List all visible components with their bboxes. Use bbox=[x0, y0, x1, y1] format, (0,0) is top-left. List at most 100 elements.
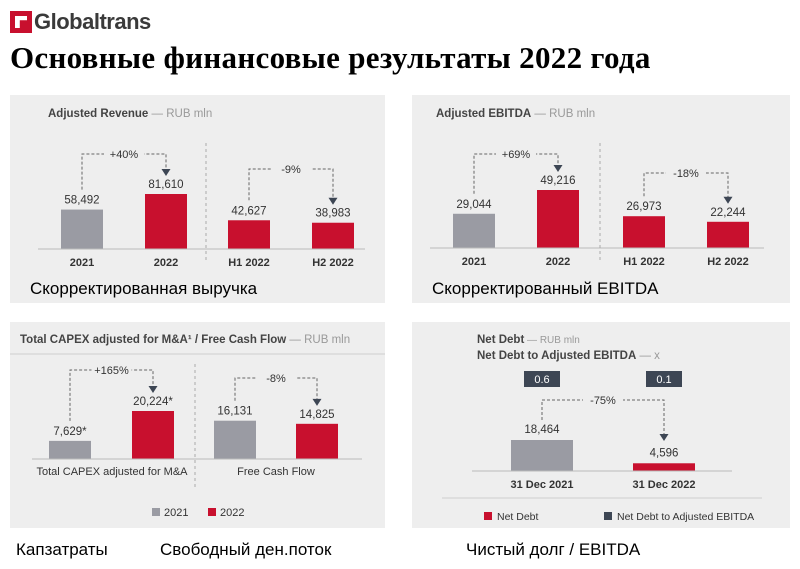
data-label: 22,244 bbox=[710, 207, 746, 219]
change-arrow-icon bbox=[723, 196, 733, 204]
chart-title: Total CAPEX adjusted for M&A¹ / Free Cas… bbox=[20, 334, 350, 346]
ratio-badge bbox=[524, 371, 560, 387]
data-label: 38,983 bbox=[315, 208, 350, 220]
change-arrow-icon bbox=[161, 169, 171, 176]
change-arrow-icon bbox=[148, 386, 158, 393]
bar bbox=[49, 440, 91, 459]
data-label: 26,973 bbox=[626, 201, 661, 213]
bar bbox=[61, 209, 103, 249]
chart-title: Net Debt — RUB mln bbox=[477, 334, 580, 346]
change-arrow-icon bbox=[328, 197, 338, 205]
tick-label: H1 2022 bbox=[623, 256, 665, 268]
change-label-bg bbox=[496, 146, 536, 162]
legend-label: Net Debt bbox=[497, 511, 539, 523]
ratio-value: 0.1 bbox=[656, 374, 671, 386]
tick-label: H2 2022 bbox=[707, 256, 749, 268]
chart-title: Adjusted Revenue — RUB mln bbox=[48, 108, 212, 120]
bar bbox=[623, 216, 665, 248]
tick-label: 2022 bbox=[546, 256, 570, 268]
chart-unit: — RUB mln bbox=[148, 108, 212, 120]
ebitda-panel: Adjusted EBITDA — RUB mln 29,044 2021 49,21… bbox=[412, 95, 790, 303]
change-label: +165% bbox=[94, 365, 129, 377]
data-label: 81,610 bbox=[148, 179, 183, 191]
change-label-bg bbox=[666, 165, 706, 181]
ebitda-caption: Скорректированный EBITDA bbox=[432, 279, 659, 298]
data-label: 58,492 bbox=[64, 195, 99, 207]
legend-swatch bbox=[152, 508, 160, 516]
globaltrans-logo: Globaltrans bbox=[10, 8, 151, 36]
legend-label: 2021 bbox=[164, 507, 188, 519]
change-arrow-icon bbox=[553, 165, 563, 172]
chart-title-text: Total CAPEX adjusted for M&A¹ / Free Cas… bbox=[20, 334, 286, 346]
tick-label: H1 2022 bbox=[228, 257, 270, 269]
ratio-value: 0.6 bbox=[534, 374, 549, 386]
bar bbox=[633, 463, 695, 471]
net-debt-caption: Чистый долг / EBITDA bbox=[466, 540, 641, 559]
change-label: -75% bbox=[590, 395, 616, 407]
data-label: 7,629* bbox=[53, 426, 87, 438]
change-label: -18% bbox=[673, 168, 699, 180]
bar bbox=[453, 213, 495, 248]
bar bbox=[707, 221, 749, 248]
legend-swatch bbox=[604, 512, 612, 520]
bar bbox=[132, 411, 174, 459]
data-label: 4,596 bbox=[650, 447, 679, 459]
chart-title-text: Adjusted Revenue bbox=[48, 108, 148, 120]
change-arrow-icon bbox=[659, 434, 669, 441]
net-debt-panel: Net Debt — RUB mln Net Debt to Adjusted E… bbox=[412, 322, 790, 528]
chart-unit: — RUB mln bbox=[524, 335, 580, 346]
data-label: 20,224* bbox=[133, 396, 173, 408]
tick-label: 2022 bbox=[154, 257, 178, 269]
chart-title-text: Adjusted EBITDA bbox=[436, 108, 531, 120]
bar bbox=[296, 423, 338, 459]
change-label: -9% bbox=[281, 164, 301, 176]
group-label: Free Cash Flow bbox=[237, 466, 315, 478]
revenue-caption: Скорректированная выручка bbox=[30, 279, 258, 298]
change-line bbox=[248, 168, 334, 201]
change-line bbox=[234, 377, 318, 401]
tick-label: H2 2022 bbox=[312, 257, 354, 269]
capex-caption: Капзатраты bbox=[16, 540, 108, 559]
data-label: 42,627 bbox=[231, 205, 266, 217]
chart-subtitle-text: Net Debt to Adjusted EBITDA bbox=[477, 350, 636, 362]
capex-chart: Total CAPEX adjusted for M&A¹ / Free Cas… bbox=[10, 334, 385, 519]
bar bbox=[511, 440, 573, 471]
change-label-bg bbox=[583, 392, 623, 408]
capex-panel: Total CAPEX adjusted for M&A¹ / Free Cas… bbox=[10, 322, 385, 528]
data-label: 18,464 bbox=[524, 424, 560, 436]
chart-title: Adjusted EBITDA — RUB mln bbox=[436, 108, 595, 120]
data-label: 29,044 bbox=[456, 199, 492, 211]
change-arrow-icon bbox=[312, 398, 322, 406]
data-label: 49,216 bbox=[540, 175, 575, 187]
change-label-bg bbox=[104, 146, 144, 162]
legend-label: 2022 bbox=[220, 507, 244, 519]
logo-mark-icon bbox=[10, 11, 32, 33]
legend-label: Net Debt to Adjusted EBITDA bbox=[617, 511, 754, 523]
bar bbox=[145, 194, 187, 249]
tick-label: 31 Dec 2022 bbox=[633, 479, 696, 491]
chart-subtitle: Net Debt to Adjusted EBITDA — x bbox=[477, 350, 660, 362]
chart-title-text: Net Debt bbox=[477, 334, 524, 346]
chart-unit: — RUB mln bbox=[286, 334, 350, 346]
revenue-chart: Adjusted Revenue — RUB mln 58,492 2021 81,6… bbox=[38, 108, 365, 269]
data-label: 16,131 bbox=[217, 406, 252, 418]
ebitda-chart: Adjusted EBITDA — RUB mln 29,044 2021 49,21… bbox=[430, 108, 764, 268]
net-debt-chart: Net Debt — RUB mln Net Debt to Adjusted E… bbox=[442, 334, 762, 523]
change-label-bg bbox=[271, 161, 311, 177]
change-label-bg bbox=[91, 362, 132, 378]
legend-swatch bbox=[208, 508, 216, 516]
logo-text: Globaltrans bbox=[34, 9, 151, 34]
bar bbox=[228, 220, 270, 249]
bar bbox=[537, 190, 579, 248]
page-title: Основные финансовые результаты 2022 года bbox=[10, 40, 651, 75]
chart-unit: — RUB mln bbox=[531, 108, 595, 120]
change-label: +40% bbox=[110, 149, 139, 161]
group-label: Total CAPEX adjusted for M&A bbox=[36, 466, 188, 478]
tick-label: 31 Dec 2021 bbox=[511, 479, 574, 491]
change-label: -8% bbox=[266, 373, 286, 385]
chart-subtitle-unit: — x bbox=[636, 350, 660, 362]
change-label-bg bbox=[256, 370, 296, 386]
bar bbox=[312, 222, 354, 249]
revenue-panel: Adjusted Revenue — RUB mln 58,492 2021 81,6… bbox=[10, 95, 385, 303]
tick-label: 2021 bbox=[70, 257, 94, 269]
